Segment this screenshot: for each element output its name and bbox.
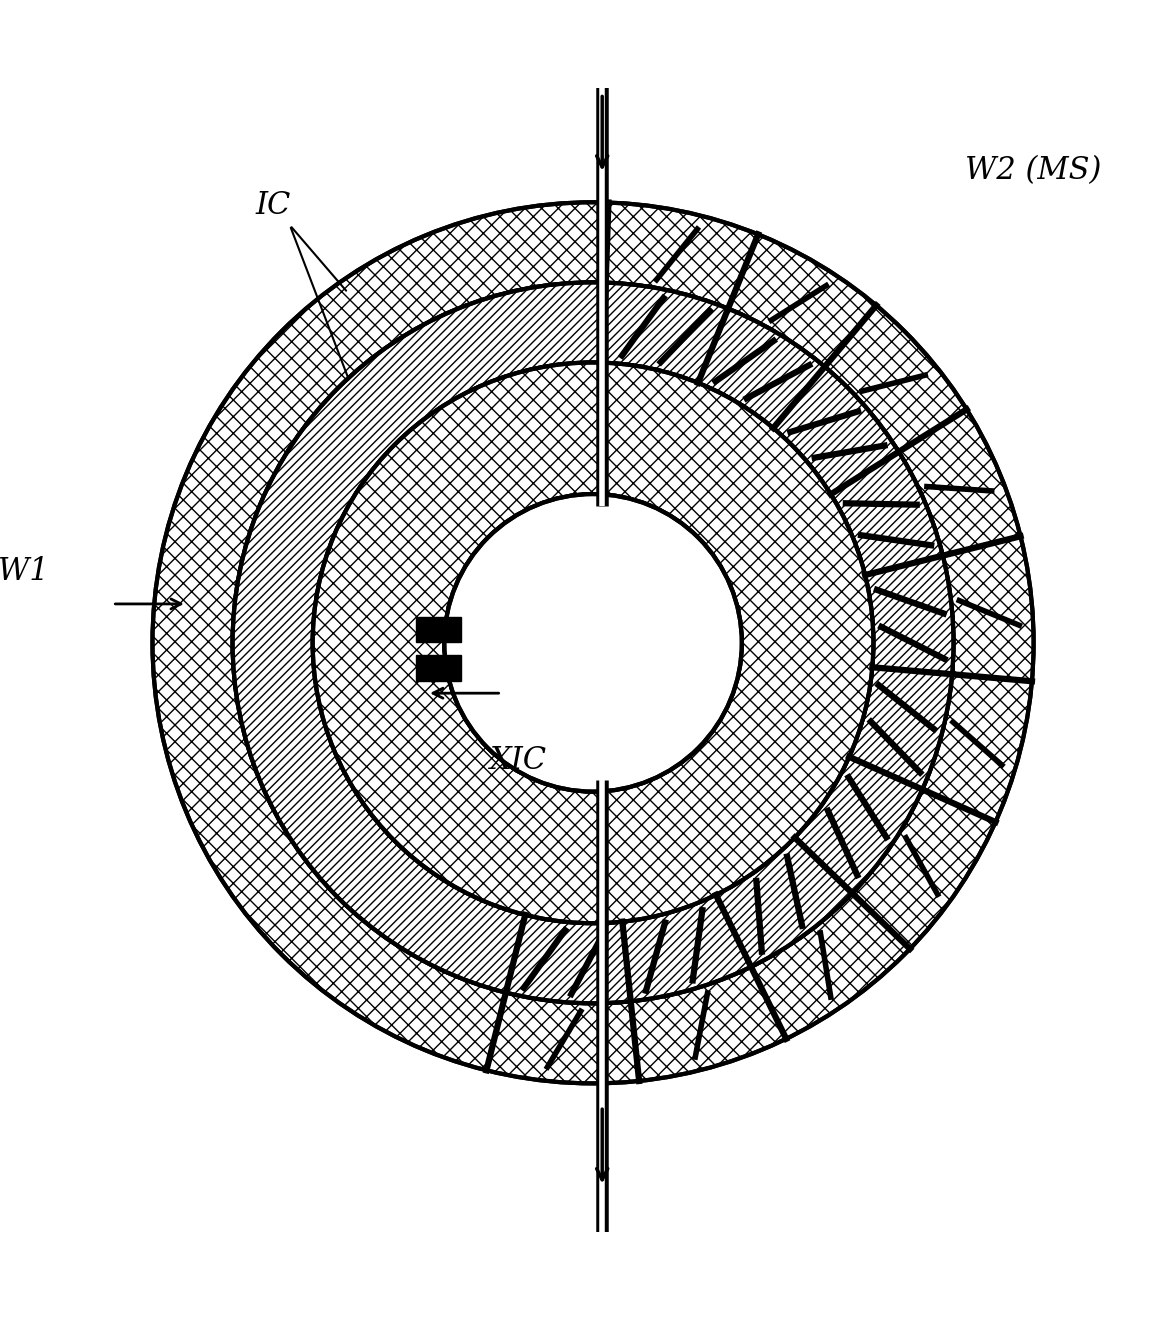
Circle shape	[444, 494, 742, 792]
Text: W1: W1	[0, 556, 49, 587]
Text: W2 (MS): W2 (MS)	[965, 156, 1101, 186]
Text: XIC: XIC	[491, 744, 547, 776]
Bar	[416, 616, 461, 642]
Text: IC: IC	[256, 190, 291, 220]
Bar	[416, 656, 461, 681]
